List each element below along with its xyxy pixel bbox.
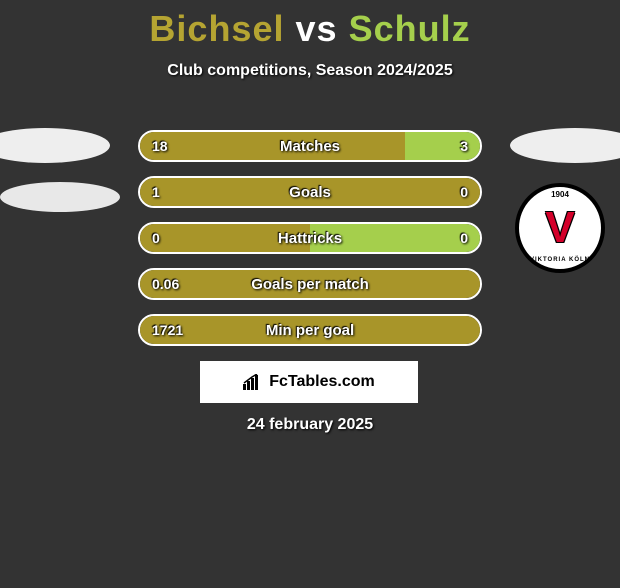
stat-value-right: 0 (460, 230, 468, 246)
logo-letter: V (545, 206, 574, 250)
stat-value-left: 18 (152, 138, 168, 154)
brand-text: FcTables.com (269, 373, 375, 391)
logo-name: VIKTORIA KÖLN (530, 257, 590, 263)
stat-bar-row: 0.06 Goals per match (138, 268, 482, 300)
stat-bar-right (405, 132, 480, 160)
stat-bar-left (140, 132, 405, 160)
left-avatar-placeholder (0, 128, 110, 163)
date: 24 february 2025 (0, 416, 620, 434)
stat-value-left: 0 (152, 230, 160, 246)
stat-value-right: 0 (460, 184, 468, 200)
brand-badge: FcTables.com (200, 361, 418, 403)
right-avatar-placeholder (510, 128, 620, 163)
title-player1: Bichsel (149, 8, 284, 49)
stats-bars: 18 3 Matches 1 0 Goals 0 0 Hattricks 0.06 Goals pe… (138, 130, 482, 360)
logo-year: 1904 (549, 190, 571, 199)
title-player2: Schulz (349, 8, 471, 49)
club-logo: 1904 V VIKTORIA KÖLN (515, 183, 605, 273)
stat-label: Min per goal (266, 322, 354, 339)
subtitle: Club competitions, Season 2024/2025 (0, 62, 620, 80)
stat-bar-row: 1 0 Goals (138, 176, 482, 208)
stat-value-left: 1721 (152, 322, 183, 338)
title-vs: vs (296, 8, 338, 49)
stat-label: Matches (280, 138, 340, 155)
stat-bar-row: 1721 Min per goal (138, 314, 482, 346)
stat-bar-row: 18 3 Matches (138, 130, 482, 162)
stat-label: Hattricks (278, 230, 342, 247)
stat-value-right: 3 (460, 138, 468, 154)
left-avatar-placeholder-2 (0, 182, 120, 212)
stat-value-left: 0.06 (152, 276, 179, 292)
stat-value-left: 1 (152, 184, 160, 200)
stat-bar-row: 0 0 Hattricks (138, 222, 482, 254)
stat-label: Goals (289, 184, 331, 201)
stat-label: Goals per match (251, 276, 369, 293)
title: Bichsel vs Schulz (0, 8, 620, 50)
bar-chart-icon (243, 374, 263, 390)
